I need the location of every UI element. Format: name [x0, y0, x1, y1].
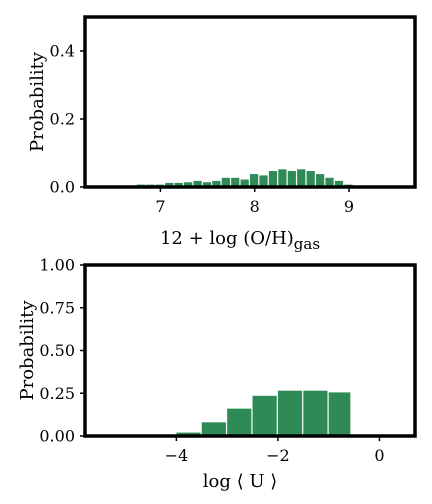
x-axis: −4 −2 0 [165, 436, 385, 465]
histogram-bar [316, 174, 325, 187]
histogram-bar [277, 390, 303, 436]
y-tick-label: 0.00 [39, 427, 75, 446]
x-tick-label: 8 [250, 197, 260, 216]
y-tick-label: 0.2 [50, 110, 75, 129]
panel-oh-gas: 0.0 0.2 0.4 7 8 9 Probability 12 + log (O/H)… [27, 15, 417, 253]
histogram-bar [201, 422, 226, 436]
histogram-bar [202, 182, 212, 187]
histogram-bar [212, 180, 221, 187]
x-tick-label: −2 [266, 446, 290, 465]
y-axis-label: Probability [17, 300, 38, 401]
y-tick-label: 1.00 [39, 256, 75, 275]
panel-log-u: 0.00 0.25 0.50 0.75 1.00 −4 −2 0 Probability l… [17, 256, 417, 492]
histogram-bar [184, 182, 193, 187]
histogram-bar [165, 182, 174, 187]
x-tick-label: 9 [344, 197, 354, 216]
histogram-bar [250, 174, 259, 187]
histogram-bar [268, 171, 278, 187]
y-tick-label: 0.25 [39, 384, 75, 403]
histogram-bar [278, 169, 287, 187]
histogram-bar [227, 408, 252, 436]
histogram-bar [287, 171, 296, 187]
histogram-bar [240, 179, 249, 187]
y-tick-label: 0.0 [50, 178, 75, 197]
histogram-bar [252, 395, 277, 436]
x-tick-label: 7 [155, 197, 165, 216]
plot-frame [83, 15, 417, 189]
histogram-bars [176, 390, 351, 436]
plot-frame [83, 263, 417, 438]
histogram-bar [193, 180, 202, 187]
histogram-bar [259, 175, 268, 187]
histogram-bar [297, 169, 306, 187]
x-axis: 7 8 9 [155, 187, 354, 216]
x-tick-label: −4 [165, 446, 189, 465]
y-axis-label: Probability [27, 51, 48, 152]
histogram-bars [136, 169, 353, 187]
histogram-bar [221, 177, 230, 187]
histogram-bar [174, 182, 183, 187]
histogram-bar [303, 390, 328, 436]
histogram-bar [325, 177, 334, 187]
y-tick-label: 0.75 [39, 298, 75, 317]
histogram-bar [306, 171, 315, 187]
histogram-bar [231, 177, 240, 187]
x-axis-label: log ⟨ U ⟩ [203, 471, 278, 492]
y-axis: 0.00 0.25 0.50 0.75 1.00 [39, 256, 85, 446]
y-axis: 0.0 0.2 0.4 [50, 42, 85, 197]
y-tick-label: 0.50 [39, 341, 75, 360]
x-tick-label: 0 [374, 446, 384, 465]
y-tick-label: 0.4 [50, 42, 75, 61]
x-axis-label: 12 + log (O/H)gas [160, 228, 320, 253]
histogram-bar [328, 392, 351, 436]
histogram-bar [334, 180, 344, 187]
